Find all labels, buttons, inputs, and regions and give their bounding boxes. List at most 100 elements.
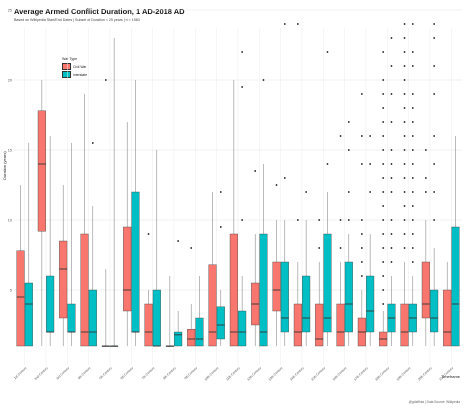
outlier-point [91,142,94,144]
outlier-point [318,247,321,249]
box-civil-war [315,303,324,347]
chart-caption: @gdalfhsa | Data Source: Wikipedia [408,400,460,404]
legend-title: War Type [62,57,78,61]
outlier-point [424,177,427,179]
outlier-point [254,170,257,172]
outlier-point [411,107,414,109]
outlier-point [339,135,342,137]
box-interstate [259,233,268,347]
outlier-point [411,23,414,25]
outlier-point [390,191,393,193]
box-civil-war [144,303,153,347]
box-interstate [344,261,353,333]
box-civil-war [229,233,238,347]
box-interstate [451,226,460,347]
outlier-point [390,177,393,179]
box-civil-war [336,303,345,347]
box-civil-war [443,289,452,347]
box-civil-war [208,264,217,347]
outlier-point [382,51,385,53]
outlier-point [403,65,406,67]
outlier-point [411,205,414,207]
outlier-point [296,23,299,25]
outlier-point [275,184,278,186]
outlier-point [360,233,363,235]
outlier-point [433,135,436,137]
box-interstate [216,306,225,340]
outlier-point [411,121,414,123]
outlier-point [347,149,350,151]
outlier-point [382,191,385,193]
x-tick-label: 11th Century [225,366,241,382]
outlier-point [433,219,436,221]
outlier-point [424,191,427,193]
outlier-point [403,93,406,95]
outlier-point [305,191,308,193]
box-civil-war [187,329,196,347]
legend-swatch-interstate [62,71,71,78]
outlier-point [390,163,393,165]
box-interstate [46,275,55,333]
box-civil-war [59,240,68,319]
outlier-point [382,205,385,207]
outlier-point [339,219,342,221]
outlier-point [104,79,107,81]
box-interstate [280,261,289,333]
outlier-point [411,247,414,249]
outlier-point [403,107,406,109]
outlier-point [382,121,385,123]
outlier-point [241,51,244,53]
outlier-point [403,37,406,39]
outlier-point [382,247,385,249]
legend-item-interstate: Interstate [62,71,87,78]
outlier-point [403,23,406,25]
outlier-point [390,261,393,263]
outlier-point [382,177,385,179]
outlier-point [241,219,244,221]
box-interstate [430,289,439,333]
outlier-point [403,135,406,137]
outlier-point [403,177,406,179]
legend-label-civil-war: Civil War [73,64,87,69]
chart-title: Average Armed Conflict Duration, 1 AD-20… [14,7,185,16]
outlier-point [190,247,193,249]
outlier-point [424,149,427,151]
box-interstate [24,282,33,347]
outlier-point [411,65,414,67]
outlier-point [390,233,393,235]
box-civil-war [272,261,281,312]
outlier-point [382,135,385,137]
y-tick-label: 25 [8,8,12,12]
outlier-point [318,219,321,221]
outlier-point [382,275,385,277]
outlier-point [360,247,363,249]
outlier-point [219,191,222,193]
box-interstate [131,191,140,333]
outlier-point [411,191,414,193]
outlier-point [326,163,329,165]
outlier-point [411,177,414,179]
outlier-point [382,107,385,109]
x-tick-label: 12th Century [246,366,262,382]
y-tick-label: 10 [8,218,12,222]
y-tick-label: 5 [10,288,12,292]
outlier-point [360,261,363,263]
outlier-point [382,149,385,151]
outlier-point [390,121,393,123]
box-interstate [238,310,247,347]
chart-subtitle: Based on Wikipedia Start/End Dates | Sub… [14,18,140,22]
outlier-point [369,163,372,165]
x-tick-label: 20th Century [417,366,433,382]
x-tick-label: 13th Century [268,366,284,382]
outlier-point [347,191,350,193]
outlier-point [403,163,406,165]
box-civil-war [16,250,25,347]
outlier-point [411,233,414,235]
outlier-point [347,219,350,221]
outlier-point [369,191,372,193]
box-interstate [195,317,204,347]
x-tick-label: 2nd Century [34,366,49,381]
outlier-point [360,93,363,95]
outlier-point [403,247,406,249]
outlier-point [382,261,385,263]
